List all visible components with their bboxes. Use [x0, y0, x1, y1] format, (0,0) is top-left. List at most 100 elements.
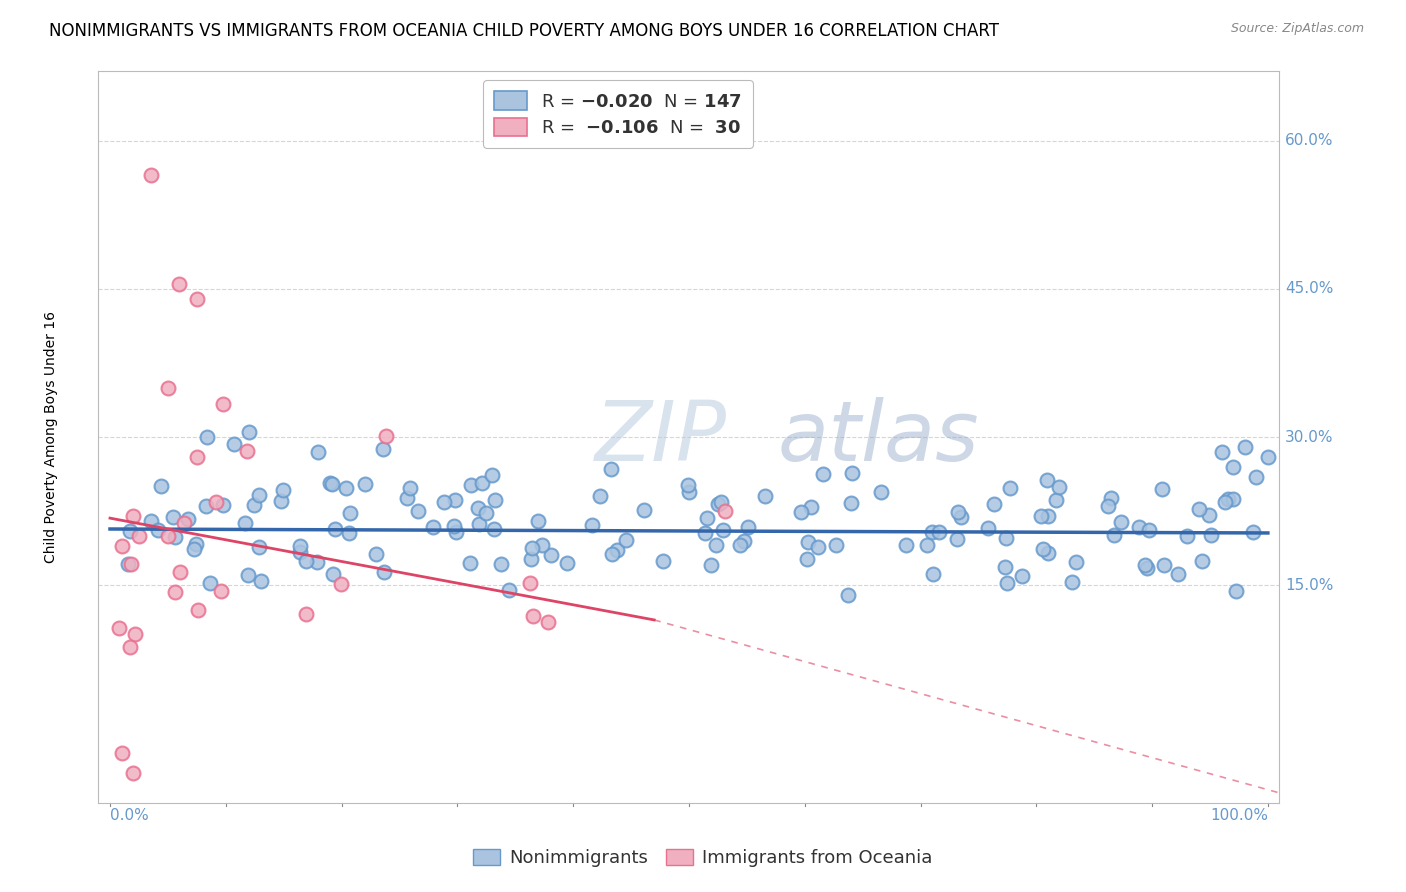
Text: 100.0%: 100.0%: [1211, 808, 1268, 822]
Point: [676, 478, 699, 492]
Point: [711, 524, 734, 538]
Point: [290, 544, 312, 558]
Point: [522, 608, 544, 623]
Point: [825, 538, 848, 552]
Point: [321, 476, 343, 491]
Point: [139, 514, 162, 528]
Point: [305, 555, 328, 569]
Point: [614, 533, 637, 547]
Point: [238, 425, 260, 439]
Point: [150, 479, 173, 493]
Point: [839, 496, 862, 510]
Point: [183, 541, 205, 556]
Point: [519, 552, 541, 566]
Legend: R = $\mathbf{-0.020}$  N = $\mathbf{147}$, R =  $\mathbf{-0.106}$  N =  $\mathbf: R = $\mathbf{-0.020}$ N = $\mathbf{147}$…: [484, 80, 752, 148]
Point: [471, 475, 494, 490]
Point: [373, 565, 395, 579]
Point: [1201, 527, 1223, 541]
Text: NONIMMIGRANTS VS IMMIGRANTS FROM OCEANIA CHILD POVERTY AMONG BOYS UNDER 16 CORRE: NONIMMIGRANTS VS IMMIGRANTS FROM OCEANIA…: [49, 22, 1000, 40]
Point: [837, 588, 859, 602]
Point: [124, 627, 146, 641]
Point: [271, 483, 294, 497]
Point: [1167, 566, 1189, 581]
Point: [139, 168, 162, 182]
Point: [1032, 541, 1054, 556]
Point: [998, 481, 1021, 495]
Point: [807, 540, 830, 554]
Point: [173, 516, 195, 530]
Point: [633, 503, 655, 517]
Text: 30.0%: 30.0%: [1285, 430, 1334, 444]
Point: [976, 521, 998, 535]
Point: [994, 560, 1017, 574]
Point: [110, 539, 132, 553]
Point: [1109, 515, 1132, 529]
Point: [1187, 502, 1209, 516]
Point: [522, 541, 544, 555]
Point: [498, 583, 520, 598]
Point: [1036, 473, 1059, 487]
Point: [339, 506, 361, 520]
Point: [122, 509, 145, 524]
Point: [530, 538, 553, 552]
Point: [468, 517, 491, 532]
Point: [1036, 546, 1059, 560]
Text: 15.0%: 15.0%: [1285, 578, 1334, 593]
Point: [540, 549, 562, 563]
Point: [366, 547, 388, 561]
Point: [946, 505, 969, 519]
Point: [754, 489, 776, 503]
Point: [1225, 583, 1247, 598]
Text: ZIP: ZIP: [595, 397, 727, 477]
Point: [186, 450, 208, 464]
Point: [704, 538, 727, 552]
Point: [120, 640, 142, 654]
Text: 0.0%: 0.0%: [110, 808, 149, 822]
Point: [949, 510, 972, 524]
Point: [270, 494, 292, 508]
Point: [917, 538, 939, 552]
Point: [330, 577, 353, 591]
Point: [1104, 527, 1126, 541]
Point: [236, 444, 259, 458]
Point: [335, 481, 357, 495]
Point: [1064, 555, 1087, 569]
Point: [1047, 480, 1070, 494]
Point: [195, 499, 218, 513]
Point: [1128, 519, 1150, 533]
Text: atlas: atlas: [778, 397, 979, 477]
Point: [946, 532, 969, 546]
Point: [444, 493, 467, 508]
Point: [1137, 523, 1160, 537]
Point: [117, 558, 139, 572]
Point: [169, 565, 191, 579]
Point: [489, 558, 512, 572]
Point: [1222, 459, 1244, 474]
Point: [1153, 558, 1175, 572]
Point: [163, 530, 186, 544]
Text: 60.0%: 60.0%: [1285, 133, 1334, 148]
Point: [693, 525, 716, 540]
Point: [600, 547, 623, 561]
Point: [247, 488, 270, 502]
Point: [481, 467, 503, 482]
Point: [195, 430, 218, 444]
Point: [460, 478, 482, 492]
Point: [733, 534, 755, 549]
Point: [205, 495, 228, 509]
Point: [169, 277, 191, 291]
Point: [1175, 529, 1198, 543]
Point: [710, 495, 733, 509]
Point: [1011, 569, 1033, 583]
Point: [928, 524, 950, 539]
Point: [406, 503, 429, 517]
Point: [1133, 558, 1156, 573]
Point: [165, 585, 187, 599]
Point: [1150, 482, 1173, 496]
Point: [212, 498, 235, 512]
Point: [354, 477, 377, 491]
Point: [122, 766, 145, 780]
Point: [120, 557, 142, 571]
Point: [475, 506, 498, 520]
Point: [527, 515, 550, 529]
